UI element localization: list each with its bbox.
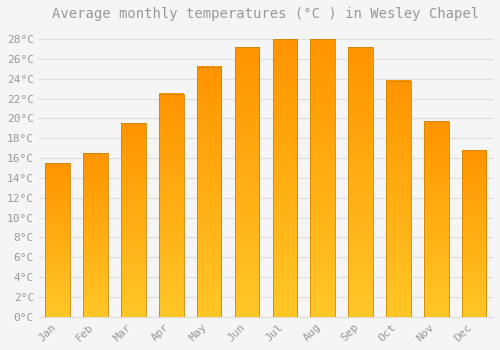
Bar: [159, 93, 184, 317]
Bar: [310, 39, 335, 317]
Bar: [84, 153, 108, 317]
Bar: [348, 47, 373, 317]
Bar: [46, 163, 70, 317]
Title: Average monthly temperatures (°C ) in Wesley Chapel: Average monthly temperatures (°C ) in We…: [52, 7, 480, 21]
Bar: [234, 47, 260, 317]
Bar: [197, 67, 222, 317]
Bar: [272, 39, 297, 317]
Bar: [121, 123, 146, 317]
Bar: [424, 121, 448, 317]
Bar: [386, 80, 410, 317]
Bar: [462, 150, 486, 317]
